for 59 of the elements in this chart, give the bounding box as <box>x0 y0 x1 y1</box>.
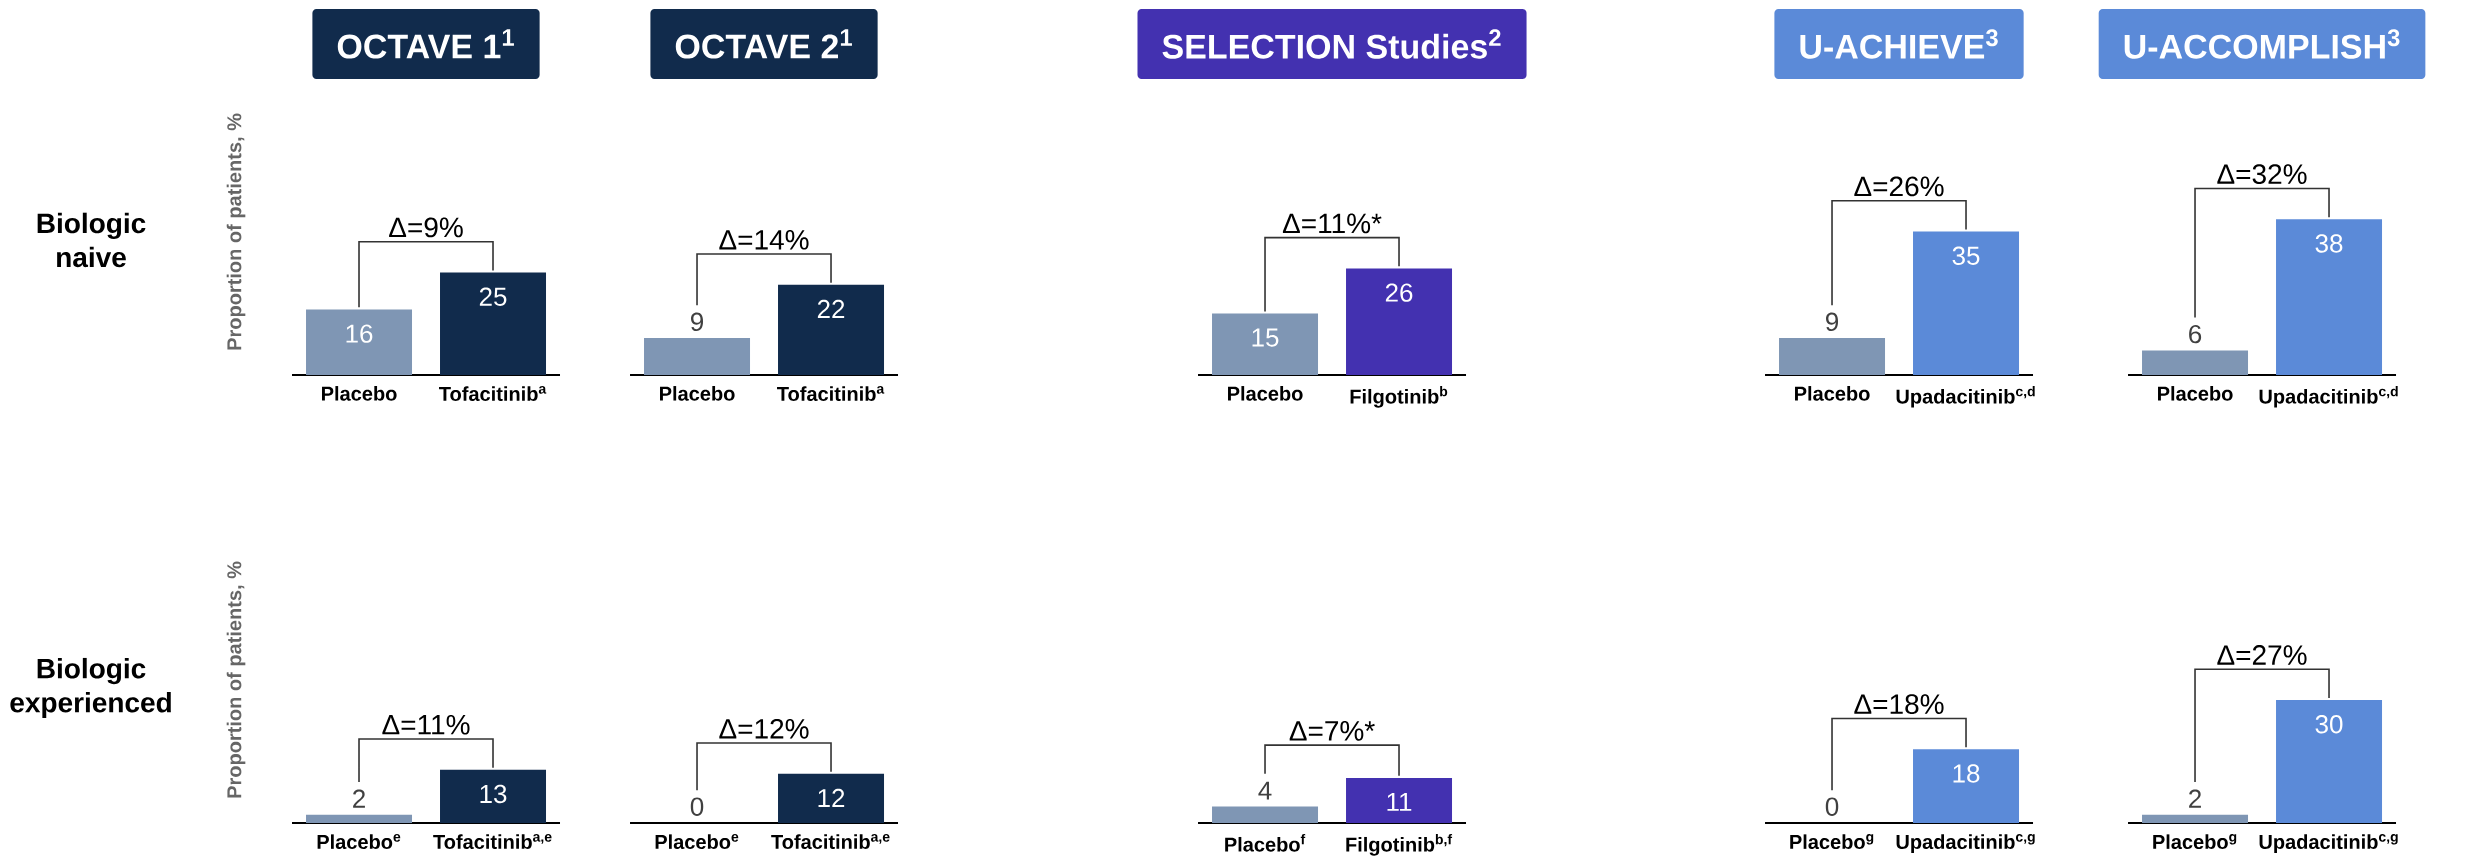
x-tick-label: Placebo$^{f}$ <box>1225 834 1306 852</box>
x-tick-label: Placebo$^{g}$ <box>1790 834 1874 850</box>
text: Δ=12% <box>719 718 809 739</box>
text: Biologic naive <box>37 212 146 268</box>
data-label: 2 <box>353 789 365 808</box>
x-tick-label: Filgotinib$^{b,f}$ <box>1346 834 1453 856</box>
data-label: 9 <box>1826 312 1839 332</box>
x-tick-label: Upadacitinib$^{c,g}$ <box>2259 834 2398 853</box>
data-label: 38 <box>2315 234 2343 253</box>
data-label: 22 <box>817 299 845 318</box>
data-label: 4 <box>1258 781 1272 800</box>
data-label: 0 <box>1825 797 1839 816</box>
text: Δ=32% <box>2217 164 2307 185</box>
chart-title: U-ACCOMPLISH$^{3}$ <box>2124 29 2400 59</box>
text: Δ=14% <box>719 230 809 250</box>
x-tick-label: Placebo <box>1795 386 1870 401</box>
text: Δ=26% <box>1854 176 1944 197</box>
x-tick-label: Tofacitinib$^{a,e}$ <box>433 834 552 850</box>
data-label: 35 <box>1952 246 1980 265</box>
x-tick-label: Tofacitinib$^{a,e}$ <box>771 834 890 850</box>
data-label: 12 <box>818 788 845 807</box>
x-tick-label: Tofacitinib$^{a}$ <box>439 386 547 402</box>
x-tick-label: Placebo <box>2158 386 2233 401</box>
data-label: 6 <box>2189 324 2202 344</box>
y-axis-title: Proportion of patients, % <box>226 561 246 798</box>
text: Δ=7%* <box>1289 721 1375 741</box>
x-tick-label: Placebo <box>660 386 735 401</box>
text: Biologic experienced <box>10 657 171 719</box>
data-label: 9 <box>691 312 704 332</box>
text: Δ=11% <box>382 714 470 735</box>
text: Δ=11%* <box>1282 213 1382 234</box>
data-label: 30 <box>2315 715 2343 734</box>
data-label: 26 <box>1385 283 1413 302</box>
x-tick-label: Placebo <box>322 386 397 401</box>
chart-title: OCTAVE 2$^{1}$ <box>675 29 852 59</box>
x-tick-label: Placebo <box>1228 386 1303 401</box>
x-tick-label: Upadacitinib$^{c,d}$ <box>1896 386 2035 408</box>
chart-title: U-ACHIEVE$^{3}$ <box>1800 29 1998 59</box>
x-tick-label: Tofacitinib$^{a}$ <box>777 386 885 402</box>
text: Δ=27% <box>2217 645 2307 665</box>
x-tick-label: Filgotinib$^{b}$ <box>1350 386 1448 408</box>
x-tick-label: Placebo$^{e}$ <box>655 834 739 850</box>
text: Δ=18% <box>1854 694 1944 715</box>
x-tick-label: Upadacitinib$^{c,d}$ <box>2259 386 2398 408</box>
chart-title: OCTAVE 1$^{1}$ <box>337 29 514 59</box>
data-label: 2 <box>2189 789 2201 808</box>
data-label: 16 <box>346 324 373 343</box>
x-tick-label: Placebo$^{g}$ <box>2153 834 2237 850</box>
data-label: 0 <box>690 797 704 816</box>
text: Δ=9% <box>389 217 463 238</box>
data-label: 11 <box>1387 792 1412 811</box>
data-label: 18 <box>1953 764 1980 783</box>
y-axis-title: Proportion of patients, % <box>226 113 246 350</box>
data-label: 25 <box>479 287 507 306</box>
chart-title: SELECTION Studies$^{2}$ <box>1162 29 1501 59</box>
data-label: 15 <box>1252 328 1279 347</box>
x-tick-label: Upadacitinib$^{c,g}$ <box>1896 834 2035 853</box>
data-label: 13 <box>480 784 507 804</box>
x-tick-label: Placebo$^{e}$ <box>317 834 401 850</box>
